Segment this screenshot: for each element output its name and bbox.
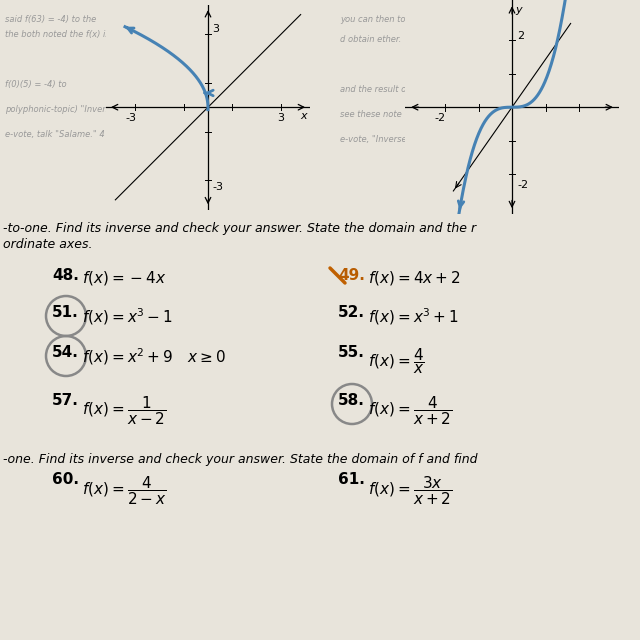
Text: y: y xyxy=(515,5,522,15)
Text: $f(x) = \dfrac{3x}{x+2}$: $f(x) = \dfrac{3x}{x+2}$ xyxy=(368,474,452,507)
Text: 61.: 61. xyxy=(338,472,365,487)
Text: $f(x) = \dfrac{1}{x-2}$: $f(x) = \dfrac{1}{x-2}$ xyxy=(82,394,166,427)
Text: 54.: 54. xyxy=(52,345,79,360)
Text: 3: 3 xyxy=(278,113,285,123)
Text: $f(x) = \dfrac{4}{x}$: $f(x) = \dfrac{4}{x}$ xyxy=(368,346,425,376)
Text: 57.: 57. xyxy=(52,393,79,408)
Text: -3: -3 xyxy=(125,113,137,123)
Text: e-vote, "Inverse.": e-vote, "Inverse." xyxy=(340,135,413,144)
Text: $f(x) = x^3 - 1$: $f(x) = x^3 - 1$ xyxy=(82,306,173,326)
Text: x: x xyxy=(301,111,307,122)
Text: 48.: 48. xyxy=(52,268,79,283)
Text: $f(x) = \dfrac{4}{2-x}$: $f(x) = \dfrac{4}{2-x}$ xyxy=(82,474,166,507)
Text: 3: 3 xyxy=(212,24,220,34)
Text: said f(63) = -4) to the: said f(63) = -4) to the xyxy=(5,15,96,24)
Text: 55.: 55. xyxy=(338,345,365,360)
Text: $f(x) = \dfrac{4}{x+2}$: $f(x) = \dfrac{4}{x+2}$ xyxy=(368,394,452,427)
Text: f(0)(5) = -4) to: f(0)(5) = -4) to xyxy=(5,80,67,89)
Text: d obtain ether.: d obtain ether. xyxy=(340,35,401,44)
Text: -2: -2 xyxy=(517,180,528,189)
Text: $f(x) = -4x$: $f(x) = -4x$ xyxy=(82,269,166,287)
Text: the both noted the f(x) is the: the both noted the f(x) is the xyxy=(5,30,126,39)
Text: polyphonic-topic) "Inverse.  State the: polyphonic-topic) "Inverse. State the xyxy=(5,105,161,114)
Text: 58.: 58. xyxy=(338,393,365,408)
Text: -3: -3 xyxy=(212,182,223,192)
Text: -one. Find its inverse and check your answer. State the domain of f and find: -one. Find its inverse and check your an… xyxy=(3,453,477,466)
Text: $f(x) = 4x + 2$: $f(x) = 4x + 2$ xyxy=(368,269,461,287)
Text: 49.: 49. xyxy=(338,268,365,283)
Text: you can then to the: you can then to the xyxy=(340,15,422,24)
Text: $f(x) = x^3 + 1$: $f(x) = x^3 + 1$ xyxy=(368,306,459,326)
Text: -to-one. Find its inverse and check your answer. State the domain and the r: -to-one. Find its inverse and check your… xyxy=(3,222,476,235)
Text: 51.: 51. xyxy=(52,305,79,320)
Text: e-vote, talk "Salame." 4: e-vote, talk "Salame." 4 xyxy=(5,130,105,139)
Text: see these note: see these note xyxy=(340,110,402,119)
Text: $f(x) = x^2 + 9 \quad x \geq 0$: $f(x) = x^2 + 9 \quad x \geq 0$ xyxy=(82,346,226,367)
Text: 52.: 52. xyxy=(338,305,365,320)
Text: and the result of a: and the result of a xyxy=(340,85,417,94)
Text: ordinate axes.: ordinate axes. xyxy=(3,238,93,251)
Text: 2: 2 xyxy=(517,31,524,40)
Text: -2: -2 xyxy=(435,113,445,123)
Text: 60.: 60. xyxy=(52,472,79,487)
